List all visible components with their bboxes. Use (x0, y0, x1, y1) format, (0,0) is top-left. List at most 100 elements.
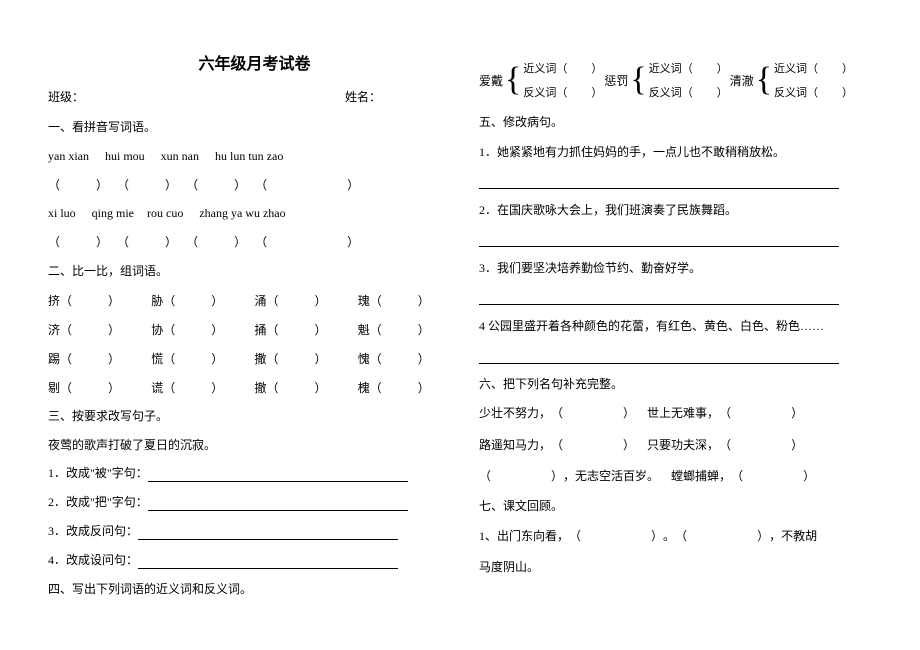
blank[interactable] (370, 321, 430, 338)
word-cell: 济 (48, 321, 151, 338)
answer-line[interactable] (148, 469, 408, 482)
pinyin: xi luo (48, 205, 76, 222)
blank-row-1 (48, 177, 461, 194)
blank[interactable] (117, 177, 177, 194)
antonym-row: 反义词 (649, 84, 728, 100)
blank[interactable] (163, 321, 223, 338)
s3-base: 夜莺的歌声打破了夏日的沉寂。 (48, 437, 461, 454)
antonym-row: 反义词 (523, 84, 602, 100)
word-label: 爱戴 (479, 72, 503, 89)
answer-line[interactable] (138, 527, 398, 540)
answer-line[interactable] (479, 232, 839, 247)
blank[interactable] (60, 292, 120, 309)
pinyin-row-2: xi luo qing mie rou cuo zhang ya wu zhao (48, 205, 461, 222)
pinyin: xun nan (161, 148, 199, 165)
synonym-row: 近义词 (649, 60, 728, 76)
blank[interactable] (163, 379, 223, 396)
word-label: 清澈 (730, 72, 754, 89)
prompt: 3．改成反问句： (48, 524, 138, 538)
answer-line[interactable] (479, 290, 839, 305)
blank[interactable] (807, 84, 853, 100)
rewrite-item: 4．改成设问句： (48, 552, 461, 569)
s6-line-2: 路遥知马力， 只要功夫深， (479, 436, 892, 455)
left-column: 六年级月考试卷 班级： 姓名： 一、看拼音写词语。 yan xian hui m… (48, 50, 461, 609)
blank[interactable] (370, 350, 430, 367)
s7-line-1: 1、出门东向看，。，不教胡 (479, 527, 892, 546)
blank[interactable] (60, 321, 120, 338)
word-cell: 剔 (48, 379, 151, 396)
blank[interactable] (267, 350, 327, 367)
syn-ant-col: 近义词反义词 (649, 60, 728, 100)
blank[interactable] (675, 527, 769, 546)
header-row: 班级： 姓名： (48, 88, 461, 105)
blank[interactable] (551, 404, 635, 423)
blank[interactable] (719, 436, 803, 455)
word-row: 挤胁涌瑰 (48, 292, 461, 309)
s3-heading: 三、按要求改写句子。 (48, 408, 461, 425)
answer-line[interactable] (479, 349, 839, 364)
word-row: 济协捅魁 (48, 321, 461, 338)
text: 螳螂捕蝉， (671, 469, 731, 483)
blank[interactable] (370, 292, 430, 309)
blank[interactable] (60, 379, 120, 396)
blank[interactable] (479, 467, 563, 486)
blank[interactable] (551, 436, 635, 455)
blank[interactable] (267, 292, 327, 309)
name-label: 姓名： (345, 88, 381, 105)
text: ，不教胡 (769, 529, 817, 543)
blank[interactable] (255, 234, 359, 251)
pinyin: zhang ya wu zhao (199, 205, 285, 222)
blank[interactable] (719, 404, 803, 423)
blank[interactable] (255, 177, 359, 194)
synonym-row: 近义词 (774, 60, 853, 76)
blank[interactable] (807, 60, 853, 76)
answer-line[interactable] (148, 498, 408, 511)
word-cell: 协 (151, 321, 254, 338)
word-cell: 魁 (358, 321, 461, 338)
blank[interactable] (48, 177, 108, 194)
exam-title: 六年级月考试卷 (48, 50, 461, 74)
blank[interactable] (48, 234, 108, 251)
word-cell: 愧 (358, 350, 461, 367)
blank[interactable] (370, 379, 430, 396)
blank[interactable] (186, 234, 246, 251)
blank[interactable] (267, 379, 327, 396)
text: 1、出门东向看， (479, 529, 569, 543)
answer-line[interactable] (138, 556, 398, 569)
blank[interactable] (267, 321, 327, 338)
blank[interactable] (117, 234, 177, 251)
word-cell: 捅 (255, 321, 358, 338)
fix-sentence: 1．她紧紧地有力抓住妈妈的手，一点儿也不敢稍稍放松。 (479, 143, 892, 162)
s7-heading: 七、课文回顾。 (479, 498, 892, 515)
blank-row-2 (48, 234, 461, 251)
blank[interactable] (556, 84, 602, 100)
answer-line[interactable] (479, 174, 839, 189)
blank[interactable] (731, 467, 815, 486)
prompt: 1．改成"被"字句： (48, 466, 148, 480)
blank[interactable] (60, 350, 120, 367)
syn-ant-row: 爱戴{近义词反义词惩罚{近义词反义词清澈{近义词反义词 (479, 60, 892, 100)
rewrite-item: 2．改成"把"字句： (48, 494, 461, 511)
pinyin-row-1: yan xian hui mou xun nan hu lun tun zao (48, 148, 461, 165)
blank[interactable] (569, 527, 663, 546)
pinyin: hui mou (105, 148, 145, 165)
blank[interactable] (682, 84, 728, 100)
pinyin: rou cuo (147, 205, 183, 222)
blank[interactable] (163, 350, 223, 367)
s5-heading: 五、修改病句。 (479, 114, 892, 131)
blank[interactable] (163, 292, 223, 309)
pinyin: qing mie (92, 205, 134, 222)
s4-heading: 四、写出下列词语的近义词和反义词。 (48, 581, 461, 598)
right-column: 爱戴{近义词反义词惩罚{近义词反义词清澈{近义词反义词 五、修改病句。 1．她紧… (479, 50, 892, 609)
blank[interactable] (682, 60, 728, 76)
fix-sentence: 4 公园里盛开着各种颜色的花蕾，有红色、黄色、白色、粉色…… (479, 317, 892, 336)
fix-sentence: 2．在国庆歌咏大会上，我们班演奏了民族舞蹈。 (479, 201, 892, 220)
text: 少壮不努力， (479, 406, 551, 420)
s6-heading: 六、把下列名句补充完整。 (479, 376, 892, 393)
word-cell: 挤 (48, 292, 151, 309)
blank[interactable] (186, 177, 246, 194)
word-cell: 慌 (151, 350, 254, 367)
s1-heading: 一、看拼音写词语。 (48, 119, 461, 136)
blank[interactable] (556, 60, 602, 76)
word-cell: 槐 (358, 379, 461, 396)
